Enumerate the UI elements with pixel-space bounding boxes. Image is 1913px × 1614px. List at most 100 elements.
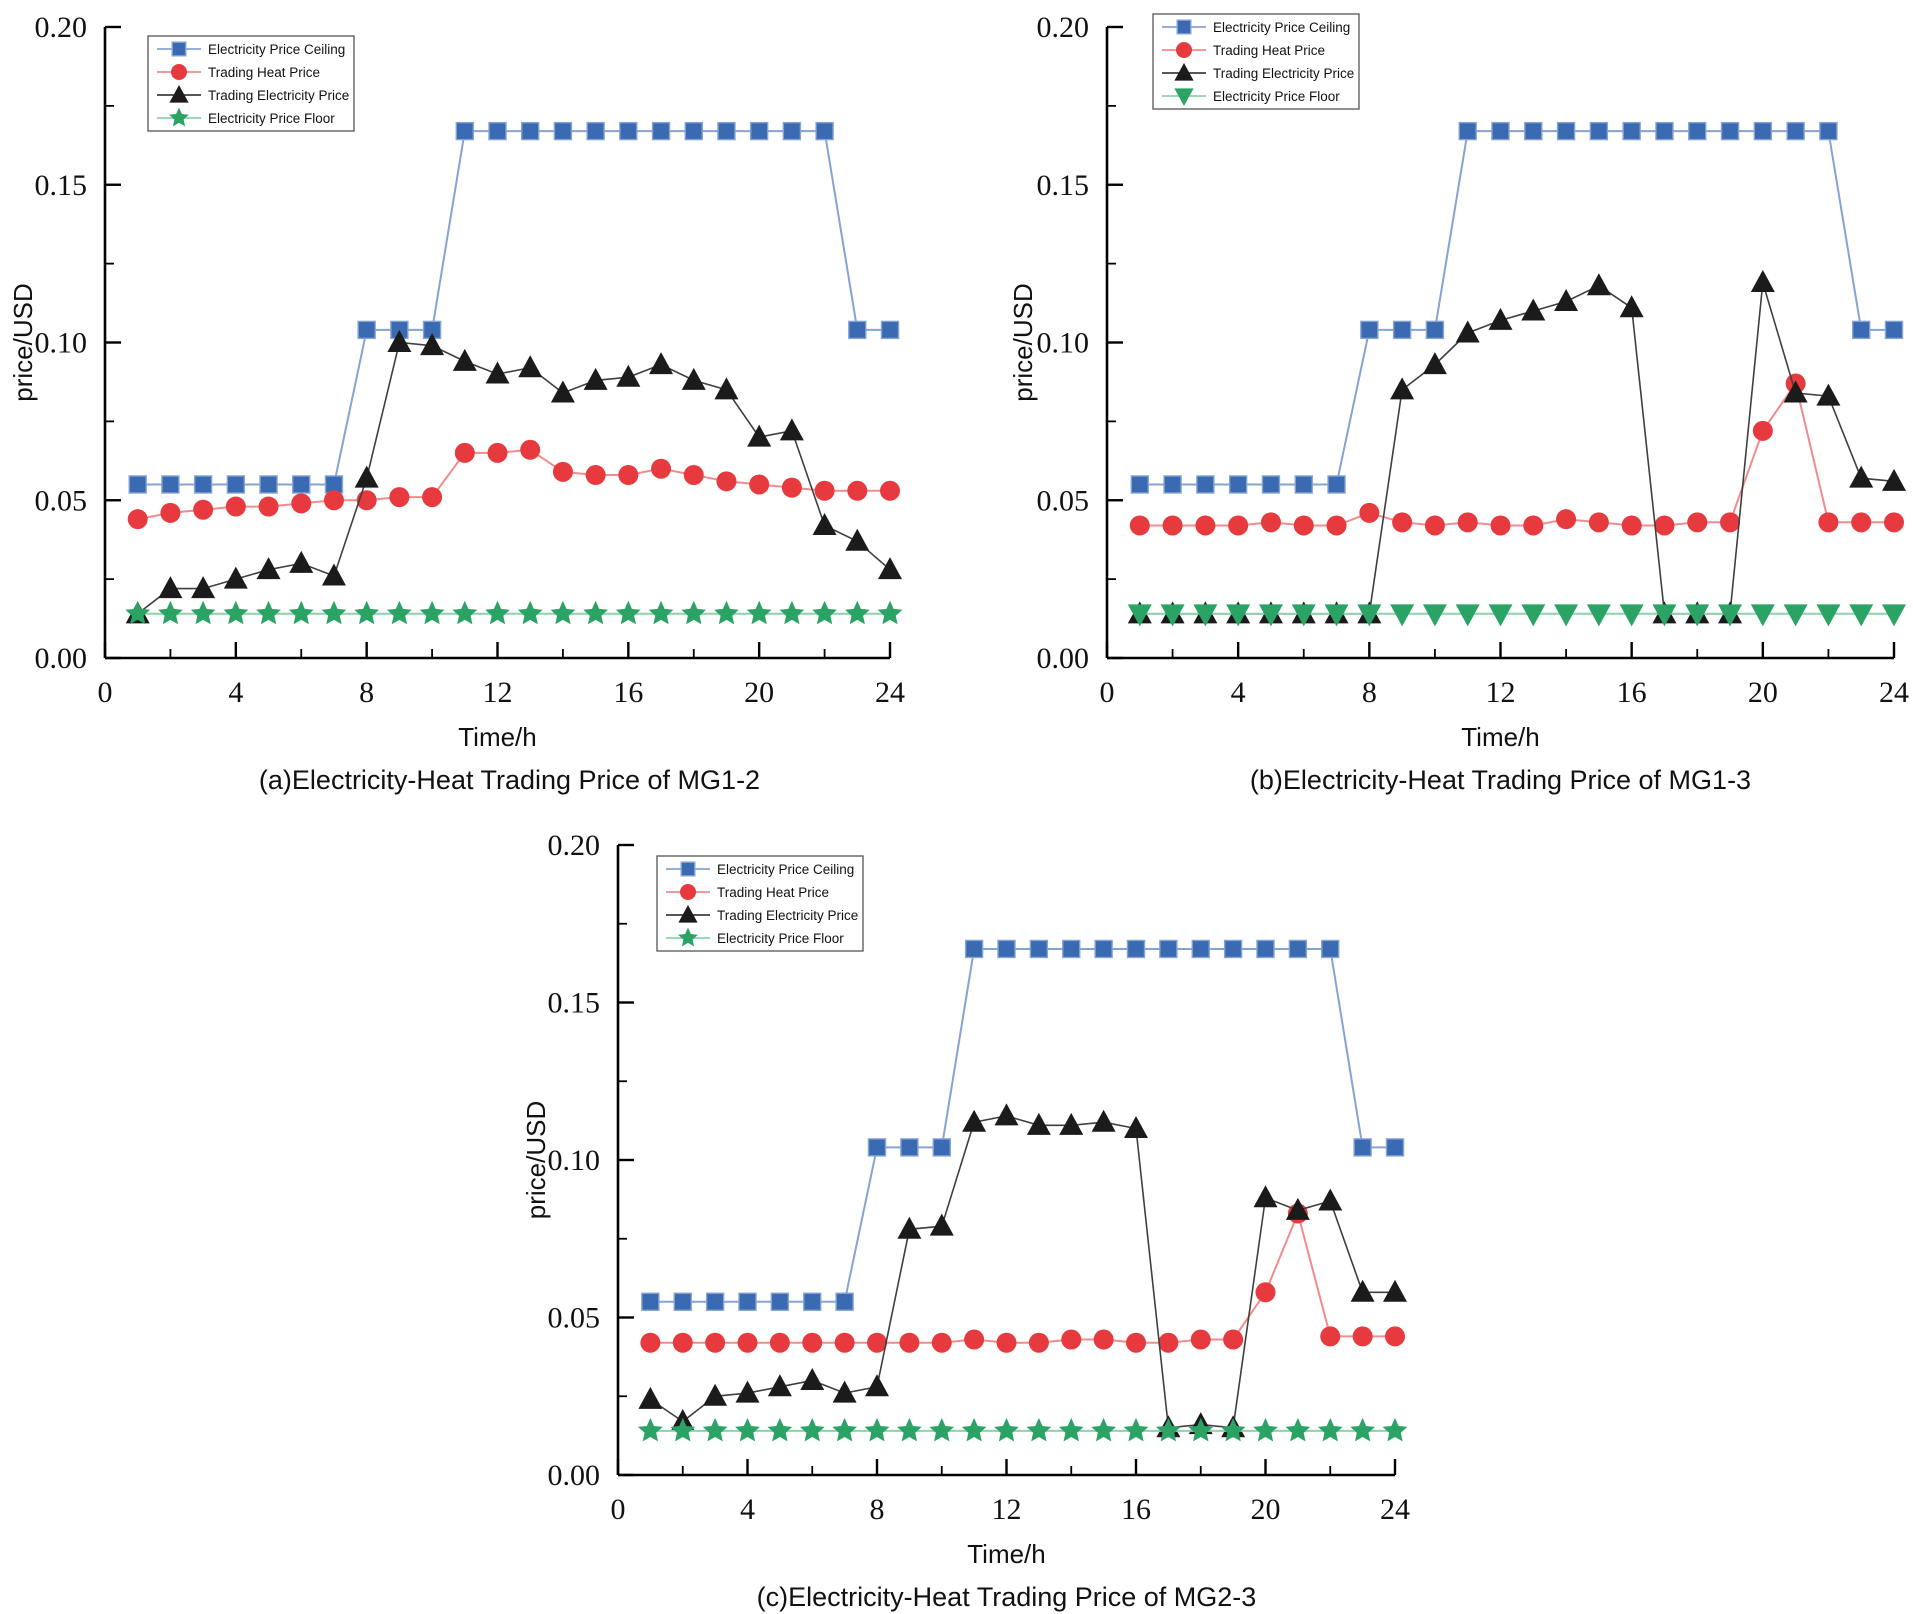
marker-triangle-up [845,528,870,551]
marker-square [705,1292,725,1311]
marker-star [648,600,674,625]
marker-square [997,939,1016,959]
marker-triangle-up [1586,273,1611,296]
marker-star [288,600,314,625]
x-tick-label: 20 [744,676,774,709]
marker-square [1655,121,1674,141]
marker-circle [1293,515,1314,536]
marker-triangle-up [1253,1185,1278,1208]
marker-star [158,600,183,625]
marker-triangle-up [1849,465,1874,488]
marker-circle [1621,515,1642,536]
marker-triangle-up [191,576,216,599]
x-tick-label: 8 [870,1493,885,1526]
marker-square [128,475,147,494]
marker-circle [847,480,868,501]
marker-star [223,600,249,625]
marker-star [256,600,281,625]
marker-circle [1228,515,1249,536]
marker-square [749,121,769,141]
marker-square [1589,121,1609,141]
chart-a: 0.00 0.05 0.10 0.15 0.20 0 4 8 12 16 20 24 Time/h pri… [8,11,905,795]
y-tick-label: 0.00 [548,1459,601,1492]
marker-square [1126,939,1146,959]
marker-circle [520,439,541,460]
x-tick-label: 12 [992,1493,1022,1526]
marker-triangle-up [583,367,608,390]
series-trading-heat-price [640,1203,1405,1353]
marker-triangle-up [703,1383,728,1406]
marker-circle [996,1332,1017,1353]
y-tick-label: 0.15 [548,987,601,1020]
legend-entry-trading-electricity-price: Trading Electricity Price [666,905,858,923]
x-tick-label: 12 [483,676,513,709]
legend-label: Electricity Price Floor [208,111,335,126]
marker-circle [225,496,246,517]
marker-square [1852,320,1871,340]
marker-triangle-down [1258,604,1283,627]
legend-entry-electricity-price-floor: Electricity Price Floor [157,107,335,127]
marker-square [1130,475,1149,494]
marker-star [1091,1417,1116,1442]
marker-star [321,600,347,625]
marker-circle [1061,1329,1082,1350]
marker-triangle-down [1324,604,1349,627]
legend-entry-trading-heat-price: Trading Heat Price [666,884,829,900]
marker-triangle-up [1059,1112,1084,1135]
marker-triangle-up [779,418,804,441]
x-tick-label: 8 [1362,676,1377,709]
marker-square [815,121,834,141]
marker-square [848,320,867,340]
marker-circle [1851,512,1872,533]
marker-triangle-up [518,355,543,378]
legend-entry-trading-heat-price: Trading Heat Price [1162,42,1325,58]
marker-triangle-up [1383,1279,1407,1302]
marker-triangle-down [1174,88,1194,106]
x-tick-label: 0 [1100,676,1115,709]
legend-entry-electricity-price-ceiling: Electricity Price Ceiling [666,861,854,877]
y-tick-label: 0.10 [1037,327,1090,360]
marker-triangle-up [420,333,445,356]
marker-triangle-down [1390,604,1415,627]
marker-circle [1654,515,1675,536]
marker-circle [1818,512,1839,533]
marker-circle [834,1332,855,1353]
y-tick-label: 0.05 [35,484,88,517]
marker-circle [683,465,704,486]
marker-triangle-up [1619,295,1644,318]
legend-label: Electricity Price Ceiling [717,862,854,877]
marker-square [488,121,507,141]
marker-triangle-up [638,1386,663,1409]
marker-triangle-up [747,424,772,447]
legend-entry-electricity-price-ceiling: Electricity Price Ceiling [157,41,345,57]
marker-star [1382,1417,1408,1442]
legend-entry-electricity-price-floor: Electricity Price Floor [1162,88,1340,106]
marker-triangle-down [1816,604,1841,627]
marker-square [782,121,802,141]
marker-triangle-up [616,364,641,387]
marker-triangle-up [256,557,281,580]
marker-square [900,1138,919,1157]
marker-star [354,600,379,625]
y-tick-label: 0.05 [548,1302,601,1335]
marker-square [1884,320,1904,340]
marker-circle [1720,512,1741,533]
marker-star [681,600,707,625]
y-axis-label: price/USD [8,283,38,401]
marker-star [702,1417,728,1442]
x-tick-label: 0 [611,1493,626,1526]
legend: Electricity Price Ceiling Trading Heat Pr… [656,855,864,952]
marker-star [169,107,189,127]
marker-triangle-up [800,1368,825,1390]
series-trading-electricity-price [125,330,902,624]
marker-square [259,475,278,494]
marker-circle [171,64,187,80]
series-electricity-price-floor [1127,604,1906,627]
marker-triangle-up [550,380,575,403]
marker-star [897,1417,922,1442]
y-tick-label: 0.05 [1037,484,1090,517]
marker-triangle-up [158,576,183,599]
marker-star [961,1417,987,1442]
x-tick-label: 4 [1231,676,1246,709]
